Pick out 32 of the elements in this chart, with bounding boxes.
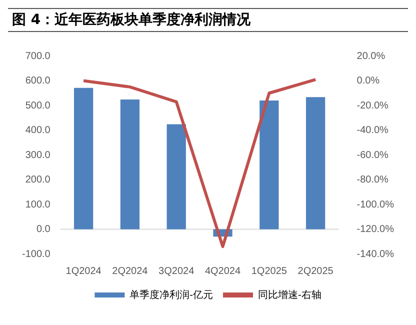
- bar: [120, 100, 140, 230]
- y2-tick-label: 20.0%: [356, 50, 386, 62]
- y2-tick-label: -60.0%: [356, 150, 389, 161]
- y2-tick-label: -20.0%: [356, 100, 389, 112]
- y2-tick-label: -140.0%: [356, 248, 394, 260]
- x-tick-label: 1Q2024: [66, 266, 102, 277]
- y-tick-label: 0.0: [36, 224, 51, 235]
- x-tick-label: 2Q2025: [298, 266, 334, 277]
- y-tick-label: 600.0: [25, 76, 51, 86]
- bar: [260, 100, 279, 230]
- x-tick-label: 2Q2024: [112, 266, 148, 277]
- y2-tick-label: -80.0%: [356, 174, 389, 186]
- y2-tick-label: -120.0%: [356, 224, 394, 235]
- x-tick-label: 1Q2025: [251, 266, 288, 277]
- y-tick-label: 300.0: [25, 150, 51, 161]
- x-tick-label: 4Q2024: [204, 266, 241, 277]
- x-tick-label: 3Q2024: [158, 266, 195, 277]
- y-tick-label: 200.0: [25, 174, 51, 186]
- legend-label: 同比增速-右轴: [258, 288, 322, 301]
- y-tick-label: -100.0: [22, 248, 51, 260]
- y2-tick-label: -100.0%: [356, 199, 394, 210]
- chart-title: 图 4：近年医药板块单季度净利润情况: [8, 8, 408, 32]
- y-tick-label: 700.0: [25, 50, 51, 62]
- bar: [74, 88, 94, 230]
- y-tick-label: 100.0: [25, 199, 51, 210]
- y2-tick-label: 0.0%: [356, 76, 380, 86]
- bar: [166, 124, 186, 230]
- y-tick-label: 500.0: [25, 100, 51, 112]
- y-tick-label: 400.0: [25, 125, 51, 136]
- bar: [306, 97, 326, 230]
- legend-label: 单季度净利润-亿元: [130, 288, 214, 301]
- y2-tick-label: -40.0%: [356, 125, 389, 136]
